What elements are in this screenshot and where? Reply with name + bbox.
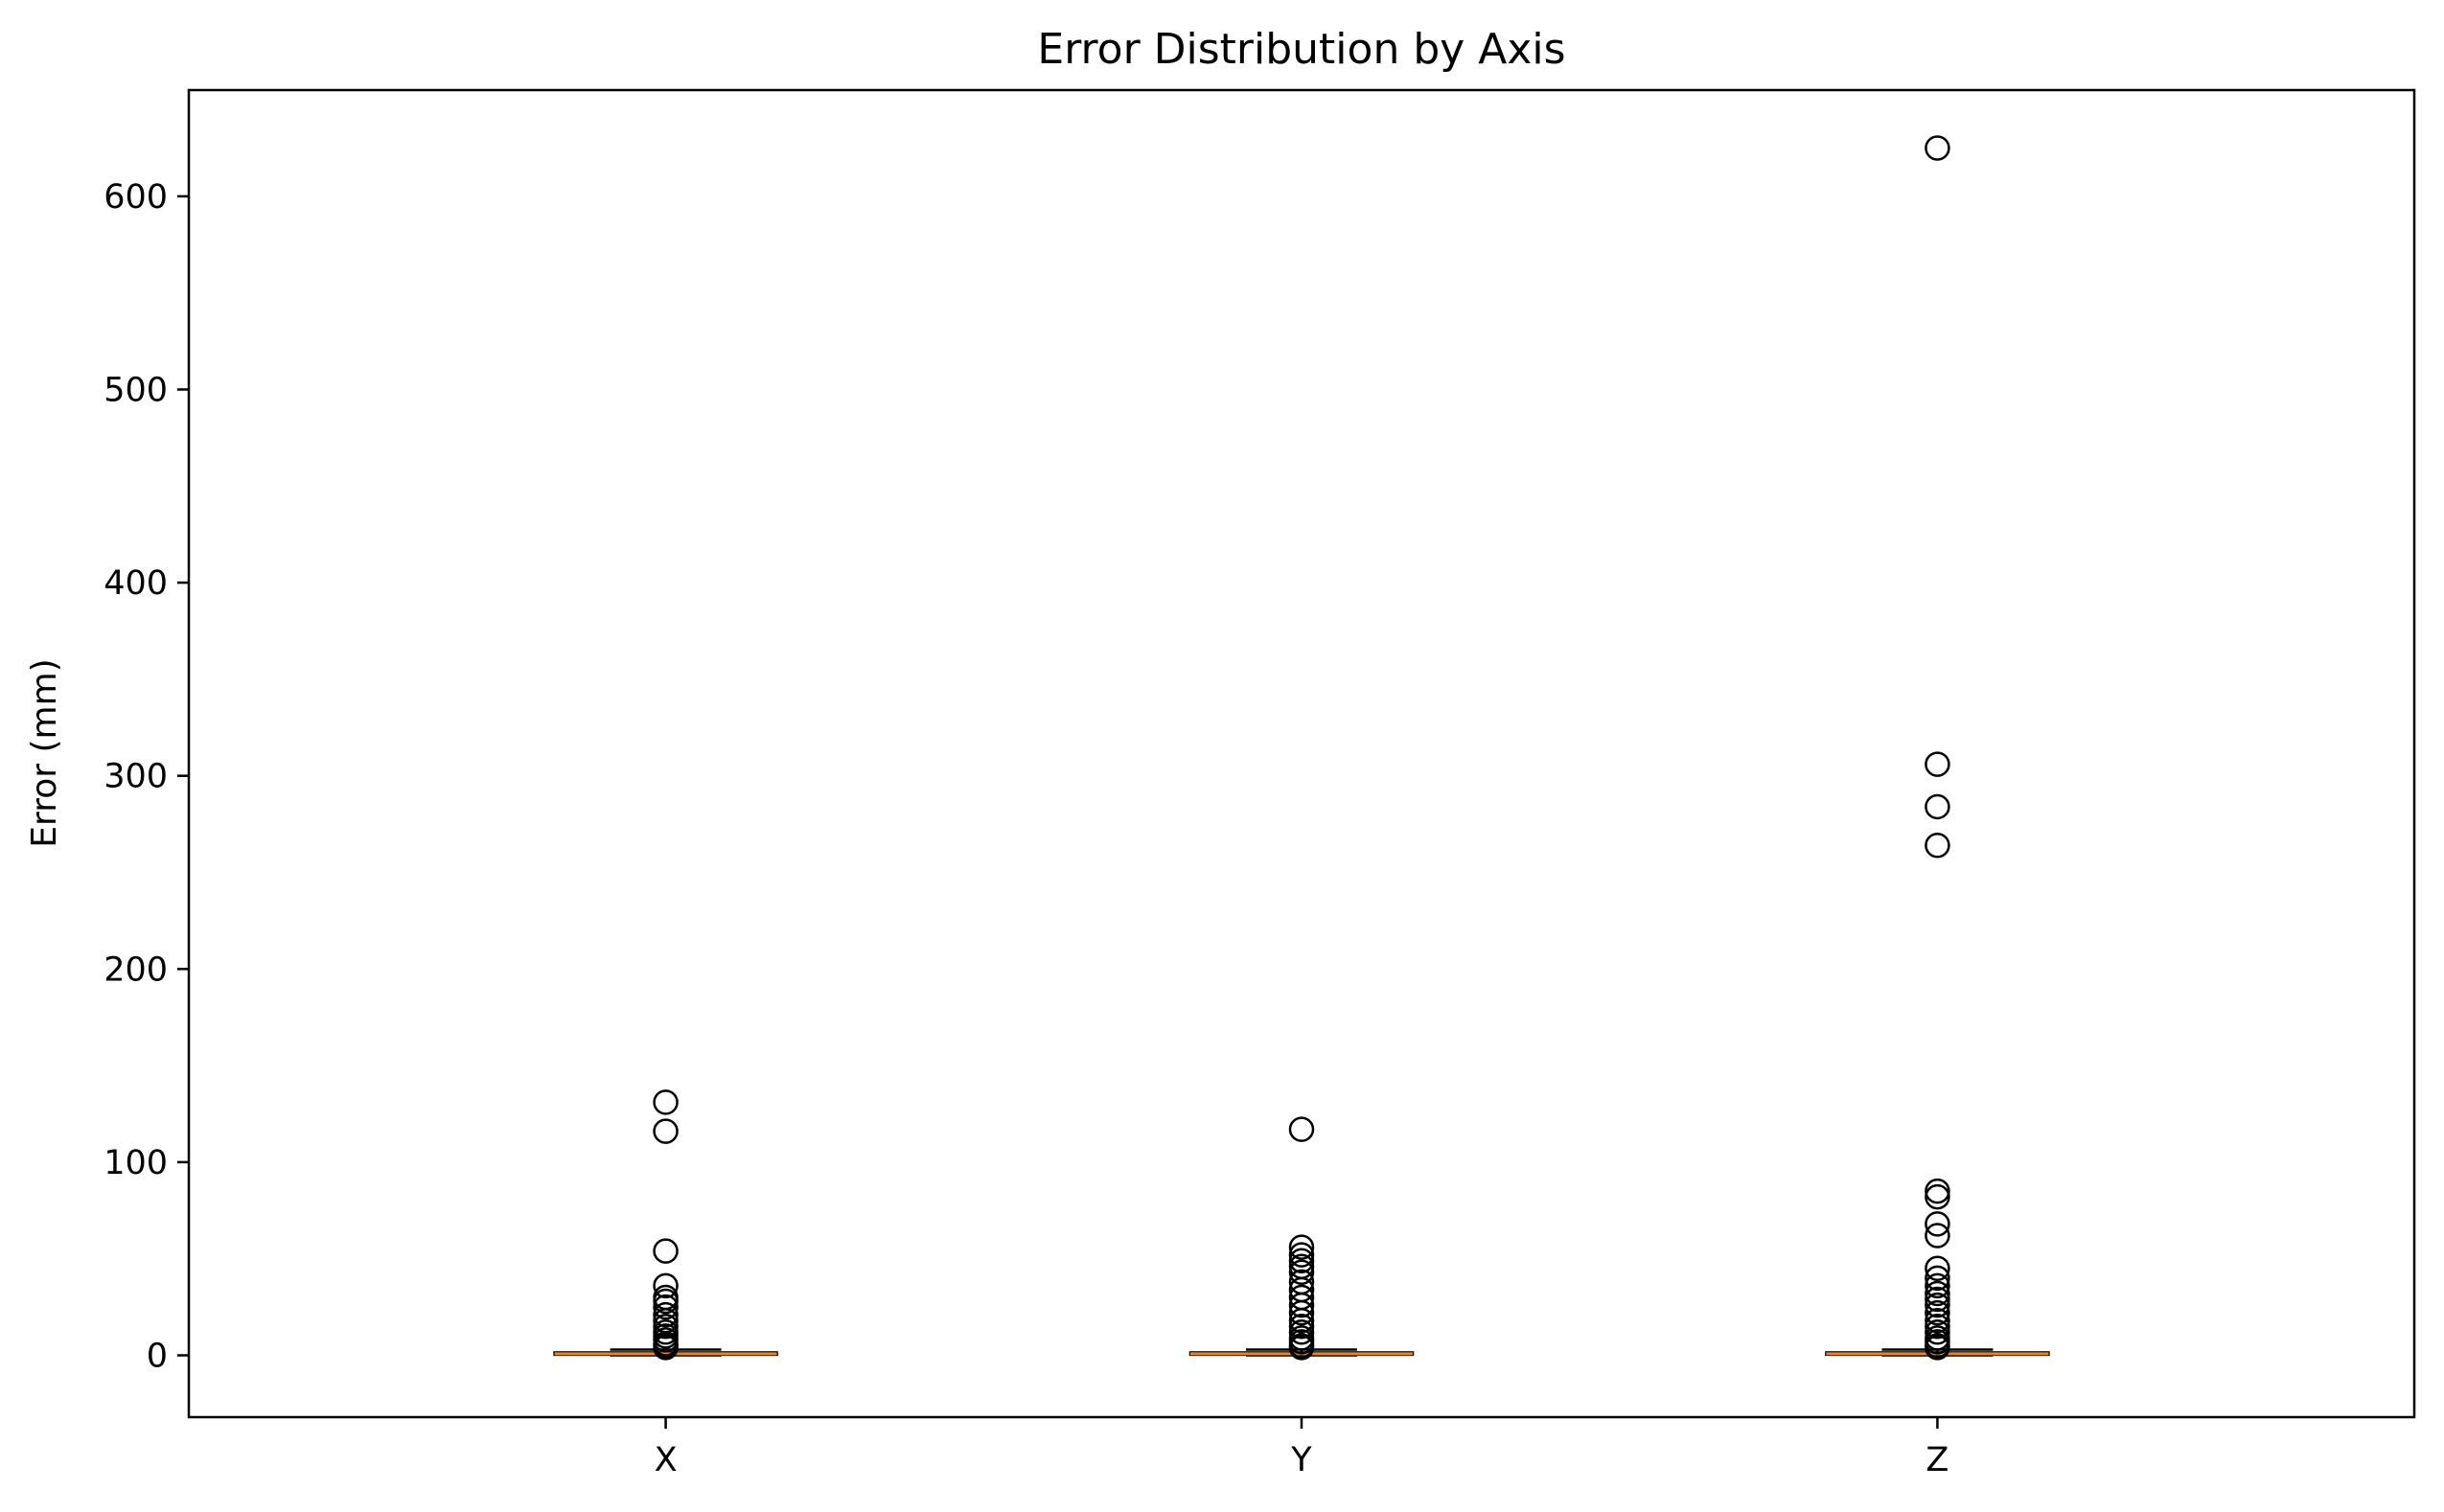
outlier-point: [1925, 793, 1950, 820]
box-group-x: [553, 1089, 778, 1361]
outlier-point: [1288, 1259, 1315, 1286]
outlier-point: [653, 1294, 679, 1320]
outlier-point: [1288, 1307, 1315, 1334]
y-axis-label: Error (mm): [25, 658, 64, 847]
outlier-point: [653, 1272, 679, 1299]
outlier-point: [1288, 1335, 1315, 1361]
outlier-point: [653, 1288, 679, 1315]
axes: 0 100 200 300 400 500 600 X Y Z: [104, 178, 1948, 1479]
y-tick-label: 400: [104, 564, 168, 603]
outlier-point: [1288, 1242, 1315, 1268]
y-tick-label: 100: [104, 1144, 168, 1182]
plot-area: [553, 135, 2050, 1361]
outlier-point: [1925, 1223, 1950, 1249]
outlier-point: [1925, 1178, 1950, 1204]
x-tick-label: Y: [1290, 1441, 1312, 1479]
outlier-point: [1288, 1299, 1315, 1326]
outlier-point: [1925, 1280, 1950, 1307]
outlier-point: [1288, 1248, 1315, 1273]
chart-title: Error Distribution by Axis: [1037, 25, 1565, 74]
y-tick-label: 300: [104, 758, 168, 796]
outlier-point: [1288, 1234, 1315, 1260]
outlier-point: [653, 1335, 679, 1361]
outlier-point: [1925, 1183, 1950, 1210]
outlier-point: [1925, 1292, 1950, 1318]
outlier-point: [1925, 1286, 1950, 1313]
outlier-point: [653, 1089, 679, 1115]
x-tick-label: Z: [1925, 1441, 1948, 1479]
outlier-point: [1925, 135, 1950, 161]
outlier-point: [1925, 1211, 1950, 1237]
x-tick-label: X: [655, 1441, 678, 1479]
y-tick-label: 200: [104, 951, 168, 989]
outlier-point: [1925, 751, 1950, 777]
box-group-z: [1825, 135, 2050, 1361]
outlier-point: [1925, 1313, 1950, 1340]
plot-frame: [187, 88, 2416, 1419]
outlier-point: [1925, 1319, 1950, 1345]
outlier-point: [653, 1238, 679, 1264]
outlier-point: [1925, 1272, 1950, 1299]
outlier-point: [1925, 1255, 1950, 1282]
outlier-point: [653, 1118, 679, 1144]
outlier-point: [1288, 1313, 1315, 1340]
outlier-point: [1288, 1292, 1315, 1318]
y-tick-label: 600: [104, 178, 168, 217]
outlier-point: [653, 1313, 679, 1340]
outlier-point: [1925, 1299, 1950, 1326]
outlier-point: [1288, 1319, 1315, 1345]
y-tick-label: 500: [104, 371, 168, 409]
outlier-point: [1925, 833, 1950, 859]
outlier-point: [1925, 1335, 1950, 1361]
outlier-point: [653, 1301, 679, 1328]
y-tick-label: 0: [147, 1337, 168, 1375]
outlier-point: [1925, 1307, 1950, 1334]
outlier-point: [1288, 1116, 1315, 1142]
box-group-y: [1188, 1116, 1415, 1361]
outlier-point: [1925, 1265, 1950, 1292]
